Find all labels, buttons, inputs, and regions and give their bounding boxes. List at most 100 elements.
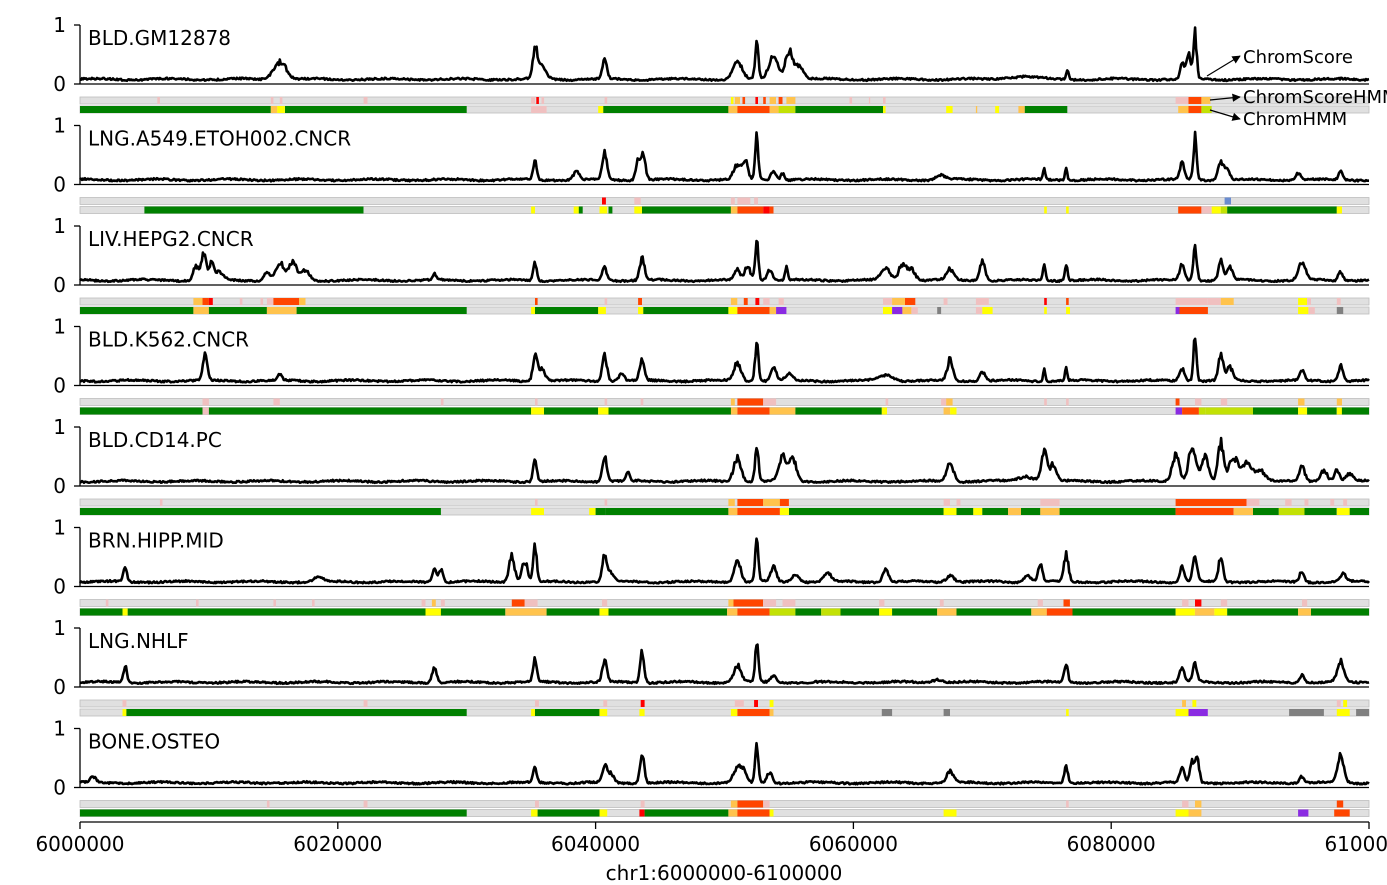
state-segment: [193, 298, 203, 305]
track-1: 0 1 LNG.A549.ETOH002.CNCR: [53, 114, 1370, 214]
state-segment: [1201, 106, 1212, 113]
state-segment: [769, 700, 774, 707]
state-segment: [1336, 709, 1350, 716]
state-segment: [1341, 407, 1369, 415]
state-segment: [535, 298, 538, 305]
arrow-chromscore: [1206, 55, 1241, 77]
state-segment: [769, 307, 776, 314]
state-segment: [536, 97, 539, 104]
state-segment: [1066, 800, 1069, 808]
chromscorehmm-strip: [79, 498, 1370, 507]
state-segment: [1066, 206, 1069, 214]
state-segment: [1182, 599, 1189, 607]
state-segment: [273, 398, 280, 406]
state-segment: [589, 508, 596, 515]
state-segment: [1220, 398, 1228, 406]
state-segment: [642, 206, 731, 214]
state-segment: [779, 508, 789, 515]
chromscore-line: [79, 239, 1370, 284]
state-segment: [537, 809, 600, 817]
state-segment: [946, 106, 953, 113]
state-segment: [754, 700, 758, 707]
state-segment: [639, 809, 645, 817]
state-segment: [821, 608, 841, 616]
tracks-group: 0 1 BLD.GM12878 0 1 LNG.A549.ETOH002.CNCR 0 1 LI…: [53, 13, 1370, 817]
state-segment: [941, 398, 947, 406]
chromscorehmm-strip: [79, 197, 1370, 205]
state-segment: [1072, 608, 1176, 616]
state-segment: [239, 298, 243, 305]
state-segment: [196, 599, 199, 607]
state-segment: [546, 608, 600, 616]
state-segment: [1044, 298, 1047, 305]
state-segment: [737, 800, 764, 808]
state-segment: [1298, 398, 1305, 406]
state-segment: [776, 307, 787, 314]
state-segment: [1175, 809, 1189, 817]
state-segment: [778, 106, 796, 113]
state-segment: [193, 307, 209, 314]
state-segment: [892, 608, 938, 616]
y-tick-label: 1: [53, 516, 66, 540]
y-tick-label: 1: [53, 114, 66, 138]
chromscore-line: [78, 537, 1370, 585]
state-segment: [144, 206, 364, 214]
state-segment: [425, 608, 441, 616]
state-segment: [1307, 407, 1337, 415]
state-segment: [1233, 508, 1253, 515]
chromhmm-strip: [79, 407, 1370, 415]
state-segment: [883, 307, 892, 314]
state-segment: [728, 106, 738, 113]
state-segment: [604, 398, 608, 406]
quiescent-background: [79, 96, 1370, 105]
state-segment: [1178, 206, 1202, 214]
state-segment: [995, 106, 1000, 113]
state-segment: [728, 599, 734, 607]
state-segment: [1253, 407, 1299, 415]
state-segment: [956, 499, 961, 506]
state-segment: [737, 106, 770, 113]
state-segment: [80, 307, 194, 314]
state-segment: [535, 800, 539, 808]
state-segment: [943, 709, 950, 716]
state-segment: [1304, 508, 1337, 515]
state-segment: [883, 106, 886, 113]
state-segment: [737, 307, 770, 314]
state-segment: [604, 298, 608, 305]
state-segment: [604, 499, 608, 506]
state-segment: [1040, 508, 1060, 515]
state-segment: [1188, 97, 1202, 104]
state-segment: [640, 800, 645, 808]
state-segment: [1182, 700, 1186, 707]
state-segment: [1343, 499, 1348, 506]
x-tick-label: 6100000: [1324, 832, 1387, 856]
state-segment: [730, 398, 735, 406]
state-segment: [299, 298, 306, 305]
state-segment: [769, 206, 774, 214]
state-segment: [1059, 508, 1176, 515]
legend-annotations: ChromScore ChromScoreHMM ChromHMM: [1206, 47, 1387, 130]
state-segment: [595, 508, 606, 515]
state-segment: [973, 508, 983, 515]
state-segment: [1220, 298, 1234, 305]
state-segment: [730, 206, 738, 214]
state-segment: [535, 700, 539, 707]
state-segment: [363, 800, 368, 808]
state-segment: [541, 97, 545, 104]
state-segment: [208, 307, 267, 314]
state-segment: [1188, 106, 1202, 113]
state-segment: [1031, 608, 1047, 616]
state-segment: [644, 809, 729, 817]
state-segment: [754, 197, 758, 205]
state-segment: [440, 599, 445, 607]
state-segment: [1356, 709, 1369, 716]
state-segment: [795, 407, 882, 415]
state-segment: [763, 499, 780, 506]
state-segment: [126, 709, 467, 716]
chromscore-line: [79, 26, 1370, 83]
state-segment: [531, 307, 535, 314]
annotation-chromhmm: ChromHMM: [1243, 109, 1347, 130]
state-segment: [742, 97, 746, 104]
state-segment: [640, 700, 645, 707]
state-segment: [1201, 206, 1212, 214]
